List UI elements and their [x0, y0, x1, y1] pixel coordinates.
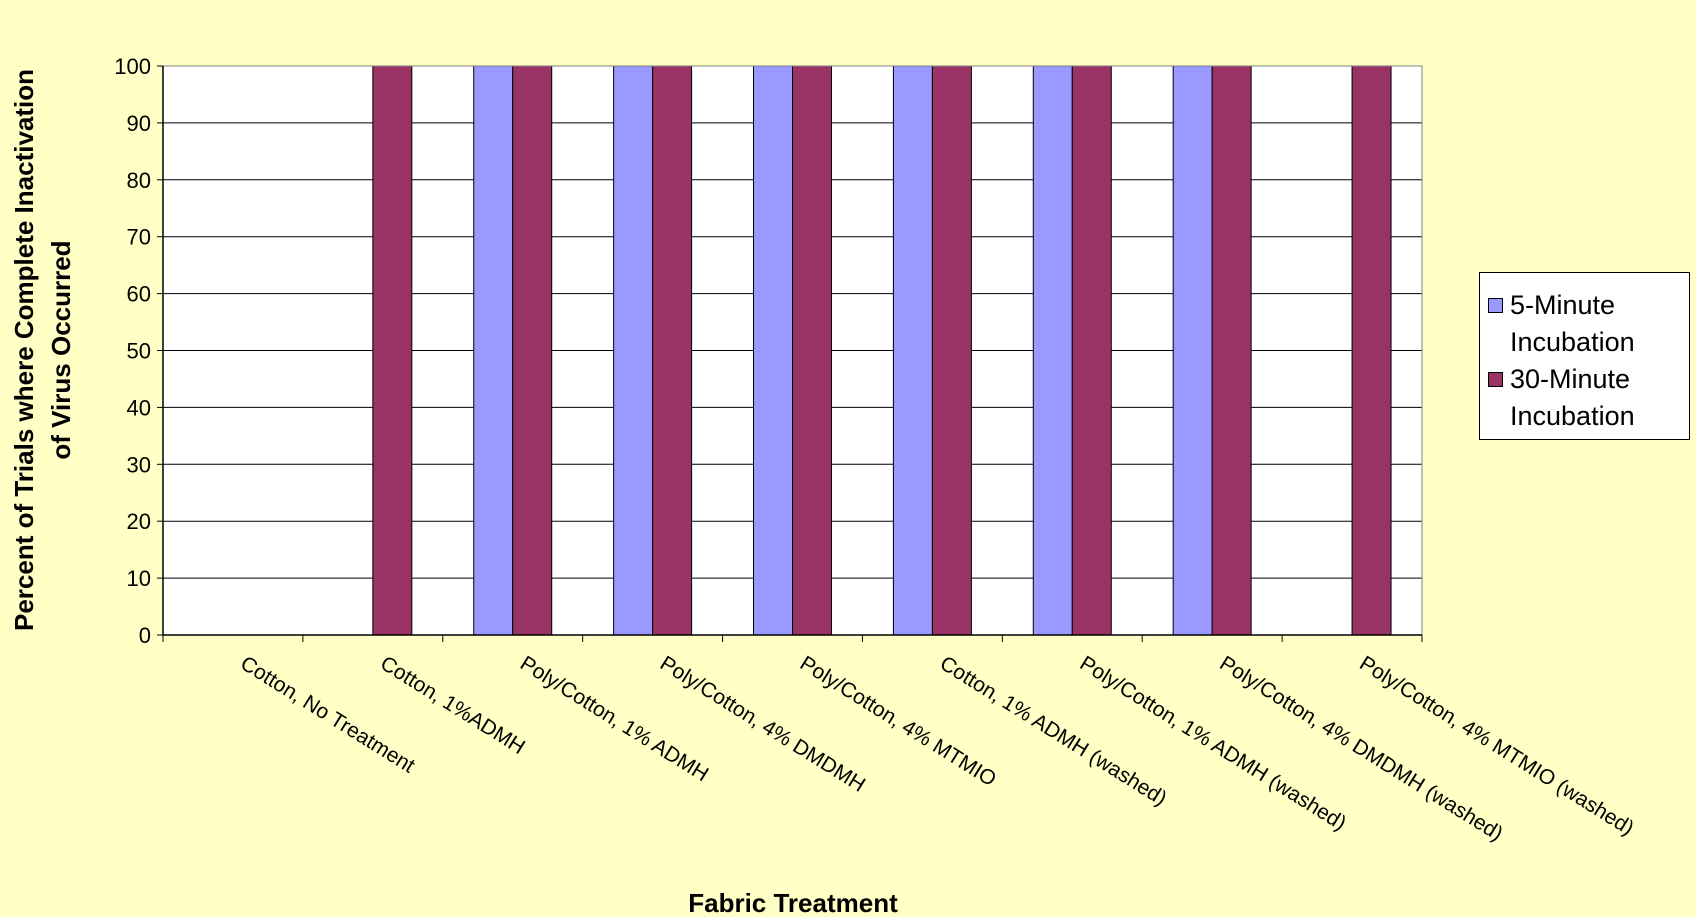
bar-5-minute — [1032, 65, 1073, 636]
legend: 5-Minute Incubation 30-Minute Incubation — [1479, 272, 1690, 440]
bars — [372, 65, 1392, 636]
legend-item-30-minute: 30-Minute Incubation — [1488, 361, 1635, 435]
bar-30-minute — [931, 65, 972, 636]
legend-swatch-5-minute — [1488, 298, 1503, 313]
y-tick-label: 40 — [127, 395, 151, 420]
y-tick-label: 60 — [127, 282, 151, 307]
legend-swatch-30-minute — [1488, 372, 1503, 387]
bar-5-minute — [473, 65, 514, 636]
y-tick-label: 10 — [127, 566, 151, 591]
bar-5-minute — [1172, 65, 1213, 636]
bar-30-minute — [1351, 65, 1392, 636]
bar-5-minute — [613, 65, 654, 636]
y-tick-label: 100 — [114, 54, 151, 79]
y-tick-label: 0 — [139, 623, 151, 648]
bar-5-minute — [753, 65, 793, 636]
y-tick-label: 30 — [127, 452, 151, 477]
bar-30-minute — [1071, 65, 1112, 636]
bar-30-minute — [652, 65, 693, 636]
x-tick-label: Poly/Cotton, 4% MTMIO (washed) — [1355, 652, 1637, 840]
legend-label-5-minute: 5-Minute Incubation — [1510, 290, 1635, 357]
x-tick-label: Cotton, 1%ADMH — [376, 652, 529, 759]
bar-30-minute — [1211, 65, 1252, 636]
y-tick-label: 20 — [127, 509, 151, 534]
y-tick-label: 50 — [127, 339, 151, 364]
y-tick-label: 90 — [127, 111, 151, 136]
y-tick-label: 70 — [127, 225, 151, 250]
legend-label-30-minute: 30-Minute Incubation — [1510, 364, 1635, 431]
x-tick-label: Cotton, 1% ADMH (washed) — [936, 652, 1171, 811]
x-tick-label: Poly/Cotton, 1% ADMH (washed) — [1076, 652, 1350, 835]
bar-5-minute — [892, 65, 933, 636]
y-tick-label: 80 — [127, 168, 151, 193]
y-axis-title-line2: of Virus Occurred — [46, 240, 76, 459]
bar-30-minute — [512, 65, 553, 636]
bar-30-minute — [792, 65, 832, 636]
x-axis-title: Fabric Treatment — [688, 888, 898, 917]
y-axis-title-line1: Percent of Trials where Complete Inactiv… — [9, 69, 39, 631]
legend-item-5-minute: 5-Minute Incubation — [1488, 287, 1635, 361]
y-tick-labels: 0 10 20 30 40 50 60 70 80 90 100 — [114, 54, 151, 648]
axes — [157, 65, 1423, 642]
bar-30-minute — [372, 65, 413, 636]
x-tick-label: Poly/Cotton, 4% DMDMH (washed) — [1216, 652, 1507, 846]
